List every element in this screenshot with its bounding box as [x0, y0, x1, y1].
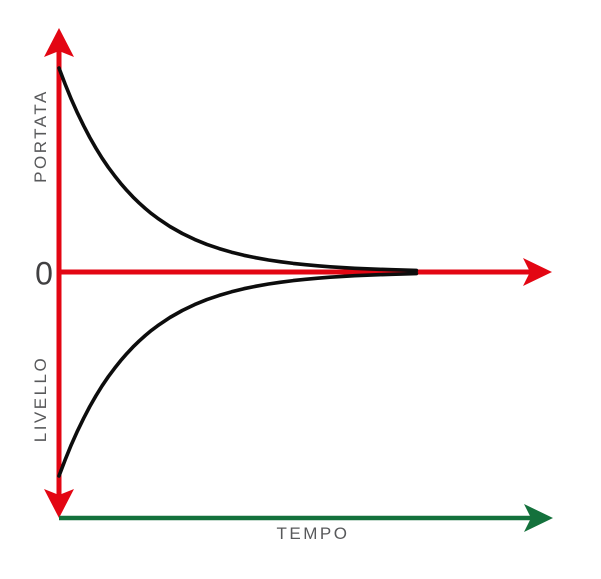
y-axis-arrowhead-up-icon: [44, 28, 74, 57]
livello-curve: [57, 271, 419, 478]
time-axis-label: TEMPO: [276, 524, 350, 543]
x-axis-arrowhead-right-icon: [523, 258, 552, 286]
y-axis-lower-label: LIVELLO: [31, 355, 50, 443]
time-axis-arrowhead-right-icon: [524, 504, 553, 532]
origin-zero-label: 0: [35, 255, 53, 292]
y-axis-upper-label: PORTATA: [31, 89, 50, 183]
y-axis-arrowhead-down-icon: [44, 489, 74, 518]
portata-curve: [57, 66, 419, 273]
